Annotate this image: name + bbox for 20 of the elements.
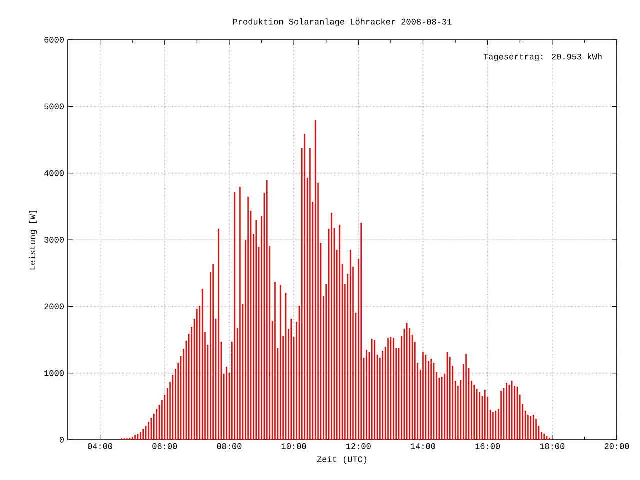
annotation: Tagesertrag: 20.953 kWh [484, 54, 602, 62]
x-tick-label: 16:00 [476, 444, 500, 450]
y-axis-title: Leistung [W] [29, 211, 38, 270]
x-tick-label: 04:00 [88, 444, 113, 450]
chart-title: Produktion Solaranlage Löhracker 2008-08-31 [234, 18, 452, 27]
x-tick-label: 06:00 [152, 444, 178, 450]
x-axis-title: Zeit (UTC) [317, 456, 367, 464]
x-tick-label: 20:00 [604, 444, 630, 450]
x-tick-label: 14:00 [411, 444, 436, 450]
y-tick-label: 5000 [44, 104, 64, 110]
y-tick-label: 6000 [44, 37, 64, 43]
x-tick-label: 10:00 [282, 444, 306, 450]
y-tick-label: 2000 [44, 304, 64, 310]
x-tick-label: 18:00 [540, 444, 565, 450]
y-tick-label: 3000 [44, 237, 64, 243]
x-tick-label: 12:00 [346, 444, 371, 450]
x-tick-label: 08:00 [217, 444, 242, 450]
y-tick-label: 0 [60, 437, 64, 443]
y-tick-label: 1000 [44, 370, 64, 376]
y-tick-label: 4000 [44, 170, 64, 176]
